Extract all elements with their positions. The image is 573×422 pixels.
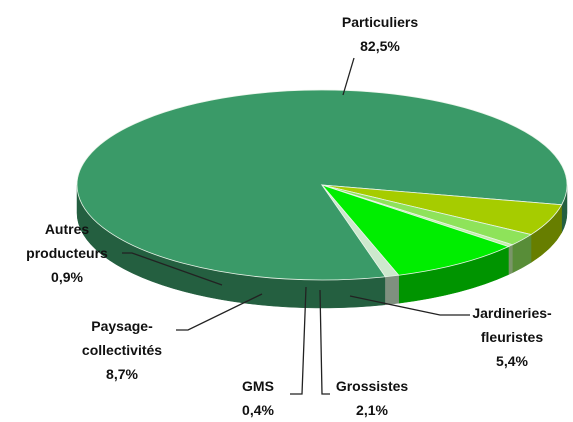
- category-name: GMS: [242, 378, 274, 394]
- slice: [321, 184, 400, 278]
- slice: [76, 89, 568, 281]
- leader-line: [122, 252, 223, 286]
- slice: [320, 184, 510, 276]
- value-label: 0,9%: [51, 269, 83, 285]
- category-name: Particuliers: [341, 14, 419, 30]
- slice-label: GMS 0,4%: [228, 374, 288, 422]
- category-name: Jardineries-fleuristes: [472, 305, 552, 345]
- slice-label: Grossistes 2,1%: [322, 374, 422, 422]
- slice-label: Paysage-collectivités 8,7%: [62, 314, 182, 386]
- category-name: Paysage-collectivités: [81, 318, 163, 358]
- category-name: Autres producteurs: [26, 221, 108, 261]
- slice-side: [385, 274, 399, 306]
- value-label: 82,5%: [360, 38, 400, 54]
- leader-line: [349, 295, 470, 316]
- value-label: 2,1%: [356, 402, 388, 418]
- leader-line: [342, 57, 355, 96]
- slice-label: Jardineries-fleuristes 5,4%: [462, 301, 562, 373]
- slice-label: Particuliers 82,5%: [320, 10, 440, 58]
- slice-side: [508, 244, 513, 276]
- leader-line: [290, 286, 307, 395]
- slice-label: Autres producteurs 0,9%: [12, 217, 122, 289]
- leader-line: [176, 293, 263, 331]
- value-label: 5,4%: [496, 353, 528, 369]
- leader-line: [319, 289, 330, 395]
- value-label: 0,4%: [242, 402, 274, 418]
- category-name: Grossistes: [335, 378, 409, 394]
- value-label: 8,7%: [106, 366, 138, 382]
